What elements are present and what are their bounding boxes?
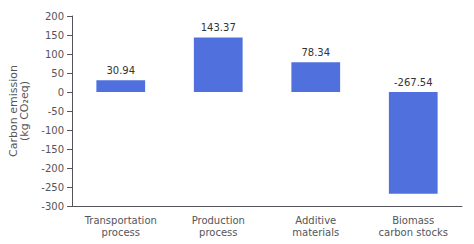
svg-text:-250: -250: [41, 182, 64, 193]
svg-text:materials: materials: [292, 227, 339, 238]
svg-text:Biomass: Biomass: [392, 215, 434, 226]
svg-text:0: 0: [58, 87, 64, 98]
svg-text:-50: -50: [48, 106, 64, 117]
svg-text:150: 150: [45, 30, 64, 41]
svg-text:process: process: [102, 227, 140, 238]
svg-text:-267.54: -267.54: [394, 77, 433, 88]
svg-text:Transportation: Transportation: [84, 215, 157, 226]
svg-text:143.37: 143.37: [201, 22, 236, 33]
svg-text:200: 200: [45, 11, 64, 22]
svg-text:Additive: Additive: [295, 215, 336, 226]
svg-text:-300: -300: [41, 201, 64, 212]
svg-text:(kg CO₂eq): (kg CO₂eq): [18, 81, 31, 141]
svg-text:Carbon emission: Carbon emission: [7, 65, 21, 157]
svg-text:30.94: 30.94: [106, 65, 135, 76]
svg-text:78.34: 78.34: [301, 47, 330, 58]
svg-text:-150: -150: [41, 144, 64, 155]
svg-text:process: process: [199, 227, 237, 238]
svg-text:-200: -200: [41, 163, 64, 174]
svg-text:Production: Production: [192, 215, 245, 226]
svg-text:100: 100: [45, 49, 64, 60]
svg-text:carbon stocks: carbon stocks: [379, 227, 448, 238]
svg-text:-100: -100: [41, 125, 64, 136]
svg-text:50: 50: [51, 68, 64, 79]
